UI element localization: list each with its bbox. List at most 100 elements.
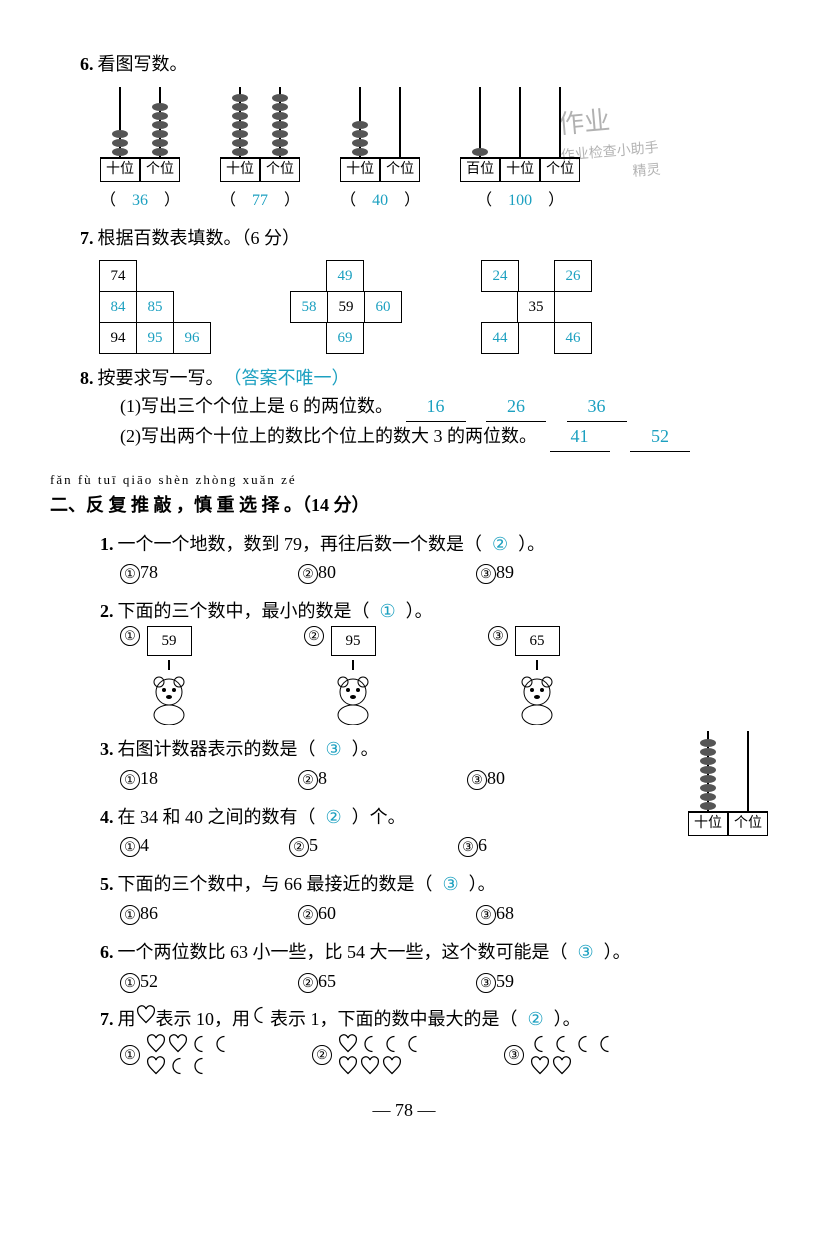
opt-label: ③ — [476, 973, 496, 993]
opt: ②8 — [298, 764, 327, 793]
answer: ② — [528, 1005, 544, 1034]
s2q2-num: 2. — [100, 597, 114, 626]
s2q6-num: 6. — [100, 938, 114, 967]
s2q5-num: 5. — [100, 870, 114, 899]
s2q3: 3. 右图计数器表示的数是（ ③ ）。 — [100, 735, 688, 764]
cell: 95 — [136, 322, 174, 354]
q7: 7. 根据百数表填数。（6 分） — [80, 224, 778, 253]
grid3: 2426 35 4446 — [482, 261, 592, 354]
text: 表示 10，用 — [156, 1005, 251, 1034]
cell: 60 — [364, 291, 402, 323]
cell: 84 — [99, 291, 137, 323]
s2q3-choices: ①18 ②8 ③80 — [120, 764, 688, 793]
opt-text: 80 — [318, 562, 336, 582]
cell: 58 — [290, 291, 328, 323]
heart-icon — [136, 1005, 156, 1025]
text: 右图计数器表示的数是（ — [118, 735, 316, 764]
opt-text: 4 — [140, 835, 149, 855]
blank: 36 — [567, 392, 627, 422]
pinyin: fǎn fù tuī qiāo shèn zhòng xuǎn zé — [50, 470, 778, 491]
q6-num: 6. — [80, 50, 94, 79]
text: 下面的三个数中，与 66 最接近的数是（ — [118, 870, 433, 899]
opt-text: 89 — [496, 562, 514, 582]
opt-text: 8 — [318, 768, 327, 788]
opt-text: 6 — [478, 835, 487, 855]
s2q2: 2. 下面的三个数中，最小的数是（ ① ）。 — [100, 597, 778, 626]
q8-p1: (1)写出三个个位上是 6 的两位数。 16 26 36 — [120, 392, 778, 422]
opt-label: ② — [289, 837, 309, 857]
q8-note: （答案不唯一） — [224, 364, 350, 393]
opt: ③68 — [476, 899, 514, 928]
text: ）个。 — [352, 803, 406, 832]
s2q1-choices: ①78 ②80 ③89 — [120, 558, 778, 587]
text: 在 34 和 40 之间的数有（ — [118, 803, 316, 832]
blank: 52 — [630, 422, 690, 452]
cell: 74 — [99, 260, 137, 292]
answer: ② — [492, 530, 508, 559]
s2q5: 5. 下面的三个数中，与 66 最接近的数是（ ③ ）。 — [100, 870, 778, 899]
s2q3-num: 3. — [100, 735, 114, 764]
text: 下面的三个数中，最小的数是（ — [118, 597, 370, 626]
cell: 69 — [326, 322, 364, 354]
s2q7-num: 7. — [100, 1005, 114, 1034]
q7-num: 7. — [80, 224, 94, 253]
s2q5-choices: ①86 ②60 ③68 — [120, 899, 778, 928]
page-container: { "watermark": {"line1": "作业", "line2": … — [30, 50, 778, 1125]
section2-title: 二、反 复 推 敲 ，慎 重 选 择 。（14 分） — [50, 491, 778, 520]
opt: ①78 — [120, 558, 158, 587]
opt-text: 60 — [318, 903, 336, 923]
opt-text: 65 — [318, 971, 336, 991]
cell: 46 — [554, 322, 592, 354]
moon-icon — [250, 1005, 270, 1025]
s2q4-num: 4. — [100, 803, 114, 832]
opt: ③89 — [476, 558, 514, 587]
opt: ①4 — [120, 831, 149, 860]
answer: ① — [380, 597, 396, 626]
q8-p2: (2)写出两个十位上的数比个位上的数大 3 的两位数。 41 52 — [120, 422, 778, 452]
opt-label: ③ — [476, 564, 496, 584]
s2q4: 4. 在 34 和 40 之间的数有（ ② ）个。 — [100, 803, 688, 832]
cell: 96 — [173, 322, 211, 354]
opt: ②60 — [298, 899, 336, 928]
opt-text: 68 — [496, 903, 514, 923]
bear-row: ①59②95③65 — [120, 626, 778, 725]
opt-text: 5 — [309, 835, 318, 855]
opt: ②65 — [298, 967, 336, 996]
text: ）。 — [604, 938, 631, 967]
blank: 41 — [550, 422, 610, 452]
opt-label: ① — [120, 905, 140, 925]
q8: 8. 按要求写一写。 （答案不唯一） — [80, 364, 778, 393]
opt-label: ② — [298, 770, 318, 790]
s2q1-num: 1. — [100, 530, 114, 559]
cell: 85 — [136, 291, 174, 323]
page-number: — 78 — — [30, 1096, 778, 1125]
opt: ③59 — [476, 967, 514, 996]
cell: 59 — [327, 291, 365, 323]
opt-text: 80 — [487, 768, 505, 788]
blank: 26 — [486, 392, 546, 422]
opt-label: ② — [298, 564, 318, 584]
text: ）。 — [352, 735, 379, 764]
answer: ③ — [578, 938, 594, 967]
opt-label: ③ — [476, 905, 496, 925]
opt-label: ② — [298, 905, 318, 925]
q8-p1-text: (1)写出三个个位上是 6 的两位数。 — [120, 396, 393, 416]
opt: ①18 — [120, 764, 158, 793]
answer: ③ — [443, 870, 459, 899]
cell: 44 — [481, 322, 519, 354]
blank: 16 — [406, 392, 466, 422]
opt: ①52 — [120, 967, 158, 996]
opt-text: 52 — [140, 971, 158, 991]
cell: 26 — [554, 260, 592, 292]
q6-title: 看图写数。 — [98, 50, 188, 79]
s2q7-choices: ①②③ — [120, 1034, 778, 1076]
cell: 35 — [517, 291, 555, 323]
grid2: 49 585960 69 — [291, 261, 402, 354]
q6: 6. 看图写数。 — [80, 50, 778, 79]
opt: ②5 — [289, 831, 318, 860]
text: 一个一个地数，数到 79，再往后数一个数是（ — [118, 530, 483, 559]
cell: 94 — [99, 322, 137, 354]
opt-label: ③ — [458, 837, 478, 857]
opt-label: ③ — [467, 770, 487, 790]
q8-num: 8. — [80, 364, 94, 393]
